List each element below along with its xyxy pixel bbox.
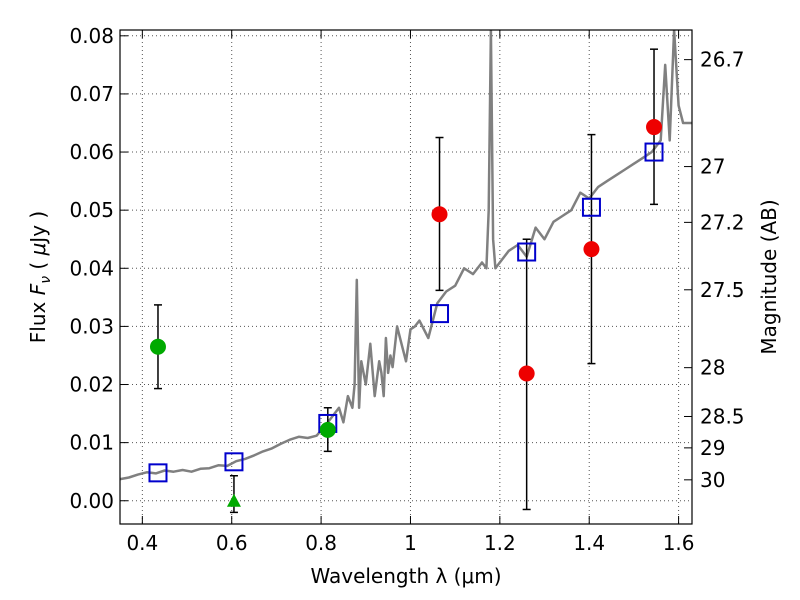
template-sed-line (120, 30, 692, 481)
x-tick-label: 1.2 (484, 531, 516, 555)
mag-tick-label: 30 (700, 468, 725, 492)
nir-point-marker (431, 206, 448, 223)
model-square-marker (581, 197, 601, 217)
x-tick-label: 0.4 (126, 531, 158, 555)
y-tick-label: 0.05 (69, 198, 114, 222)
right-axis-label: Magnitude (AB) (757, 199, 781, 354)
x-tick-label: 0.6 (216, 531, 248, 555)
y-tick-label: 0.00 (69, 489, 114, 513)
y-tick-label: 0.03 (69, 314, 114, 338)
model-square-marker (224, 452, 244, 472)
mag-tick-label: 28.5 (700, 404, 745, 428)
model-square-marker (148, 463, 168, 483)
mag-tick-label: 27 (700, 155, 725, 179)
nir-point-marker (518, 365, 535, 382)
optical-point-marker (319, 421, 336, 438)
marker-layer (148, 119, 664, 507)
y-tick-label: 0.08 (69, 24, 114, 48)
x-tick-label: 1.6 (663, 531, 695, 555)
y-tick-layer: 0.00 0.01 0.02 0.03 0.04 0.05 0.06 0.07 0.08 (69, 24, 128, 513)
mag-tick-layer: 26.7 27 27.2 27.5 28 28.5 29 30 (684, 48, 745, 492)
grid-layer (120, 30, 692, 524)
errorbar-layer (153, 48, 659, 514)
y-tick-label: 0.01 (69, 431, 114, 455)
x-tick-layer: 0.4 0.6 0.8 1 1.2 1.4 1.6 (126, 30, 695, 555)
x-tick-label: 1 (404, 531, 417, 555)
model-square-marker (430, 304, 450, 324)
y-tick-label: 0.07 (69, 82, 114, 106)
mag-tick-label: 26.7 (700, 48, 745, 72)
optical-point-marker (149, 338, 166, 355)
x-axis-label: Wavelength λ (μm) (310, 564, 501, 588)
upper-limit-triangle-marker (226, 493, 241, 507)
template-layer (120, 30, 692, 481)
plot-frame (119, 29, 693, 525)
y-tick-label: 0.06 (69, 140, 114, 164)
y-axis-label: Flux Fν ( μJy ) (26, 211, 54, 343)
nir-point-marker (583, 241, 600, 258)
mag-tick-label: 27.2 (700, 210, 745, 234)
x-tick-label: 1.4 (573, 531, 605, 555)
mag-tick-label: 28 (700, 356, 725, 380)
y-tick-label: 0.04 (69, 256, 114, 280)
nir-point-marker (646, 119, 663, 136)
model-square-marker (644, 142, 664, 162)
mag-tick-label: 27.5 (700, 278, 745, 302)
y-tick-label: 0.02 (69, 373, 114, 397)
mag-tick-label: 29 (700, 436, 725, 460)
x-tick-label: 0.8 (305, 531, 337, 555)
model-square-marker (517, 242, 537, 262)
